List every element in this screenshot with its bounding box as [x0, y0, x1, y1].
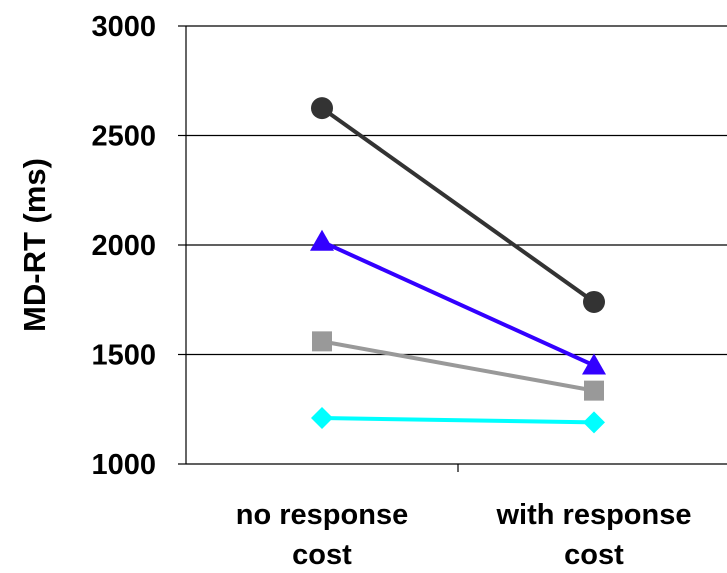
series-line — [321, 416, 595, 425]
diamond-marker — [583, 411, 605, 434]
series-triangle — [310, 229, 606, 375]
series-circle — [311, 97, 605, 313]
axes — [178, 25, 727, 472]
y-tick-label: 1500 — [91, 340, 156, 372]
triangle-marker — [310, 229, 334, 251]
circle-marker — [583, 290, 605, 313]
circle-marker — [311, 97, 333, 120]
square-marker — [312, 331, 332, 352]
y-tick-labels: 1000 1500 2000 2500 3000 — [91, 11, 156, 481]
series-line — [321, 339, 595, 393]
series-diamond — [311, 407, 605, 434]
series-square — [312, 331, 604, 401]
series-line — [321, 239, 595, 368]
gridlines — [186, 25, 727, 356]
series-line — [320, 106, 596, 304]
x-category-label: no response — [236, 499, 408, 531]
y-tick-label: 2000 — [91, 230, 156, 262]
y-tick-label: 1000 — [91, 449, 156, 481]
y-tick-label: 3000 — [91, 11, 156, 43]
x-category-labels: no response cost with response cost — [236, 499, 692, 571]
x-category-label: with response — [496, 499, 692, 531]
x-category-label: cost — [564, 539, 624, 571]
diamond-marker — [311, 407, 333, 430]
x-category-label: cost — [292, 539, 352, 571]
series — [310, 97, 606, 434]
triangle-marker — [582, 353, 606, 375]
y-axis-title: MD-RT (ms) — [17, 158, 52, 332]
y-tick-label: 2500 — [91, 121, 156, 153]
square-marker — [584, 380, 604, 401]
